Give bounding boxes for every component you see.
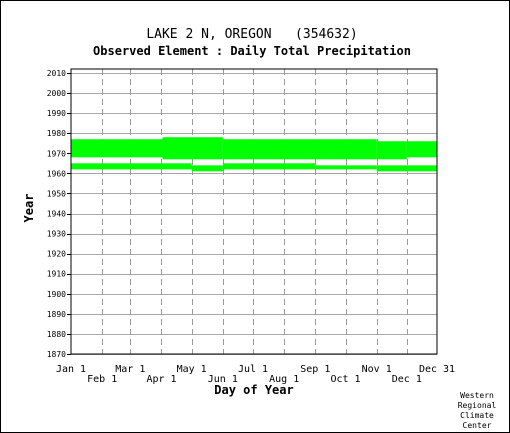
credit-line: Regional <box>458 401 497 410</box>
plot-border <box>70 68 438 355</box>
chart-subtitle: Observed Element : Daily Total Precipita… <box>93 44 411 58</box>
y-tick-label: 1910 <box>47 270 66 279</box>
data-bar <box>376 141 407 160</box>
x-tick-label: Aug 1 <box>269 374 299 385</box>
x-tick-label: Jul 1 <box>238 364 268 375</box>
credit-line: Center <box>463 421 492 430</box>
x-axis-label: Day of Year <box>214 383 293 397</box>
x-tick-label: Jan 1 <box>56 364 86 375</box>
x-tick-label: Sep 1 <box>300 364 330 375</box>
x-tick-label: Mar 1 <box>115 364 145 375</box>
credit-block: Western Regional Climate Center <box>458 391 497 430</box>
y-tick-label: 1890 <box>47 310 66 319</box>
data-bar <box>222 163 316 170</box>
data-bars <box>71 137 437 172</box>
x-tick-label: Apr 1 <box>146 374 176 385</box>
y-tick-label: 1940 <box>47 210 66 219</box>
x-tick-label: May 1 <box>177 364 207 375</box>
y-axis-label: Year <box>22 194 36 223</box>
y-tick-label: 1900 <box>47 290 66 299</box>
data-bar <box>71 139 163 158</box>
chart-title: LAKE 2 N, OREGON (354632) <box>146 27 357 42</box>
x-tick-label: Nov 1 <box>362 364 392 375</box>
y-tick-label: 1880 <box>47 330 66 339</box>
data-bar <box>406 141 437 158</box>
data-bar <box>162 137 223 160</box>
y-tick-label: 1990 <box>47 109 66 118</box>
y-tick-label: 1950 <box>47 189 66 198</box>
y-tick-label: 2000 <box>47 89 66 98</box>
x-tick-labels: Jan 1 Mar 1 May 1 Jul 1 Sep 1 Nov 1 Dec 31 Feb … <box>56 364 455 385</box>
y-tick-label: 1980 <box>47 129 66 138</box>
credit-line: Western <box>460 391 494 400</box>
data-bar <box>191 165 223 172</box>
x-tick-label: Dec 31 <box>419 364 455 375</box>
y-tick-label: 1920 <box>47 250 66 259</box>
data-bar <box>315 165 377 170</box>
y-tick-label: 1930 <box>47 230 66 239</box>
credit-line: Climate <box>460 411 494 420</box>
y-tick-labels: 1870 1880 1890 1900 1910 1920 1930 1940 1950 1960… <box>47 69 71 359</box>
y-tick-label: 2010 <box>47 69 66 78</box>
data-bar <box>222 139 377 160</box>
x-tick-label: Feb 1 <box>87 374 117 385</box>
x-tick-label: Dec 1 <box>392 374 422 385</box>
data-bar <box>376 165 437 172</box>
x-tick-label: Oct 1 <box>330 374 360 385</box>
y-tick-label: 1970 <box>47 149 66 158</box>
y-tick-label: 1870 <box>47 350 66 359</box>
x-tick-label: Jun 1 <box>208 374 238 385</box>
grid <box>71 69 437 355</box>
data-bar <box>71 163 192 170</box>
y-tick-label: 1960 <box>47 169 66 178</box>
